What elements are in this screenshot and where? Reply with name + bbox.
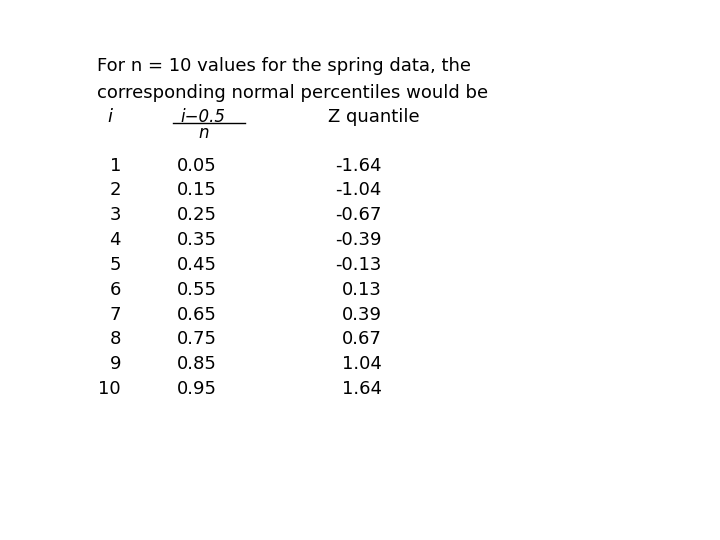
Text: 9: 9 <box>109 355 121 373</box>
Text: 1.04: 1.04 <box>342 355 382 373</box>
Text: 0.25: 0.25 <box>176 206 217 224</box>
Text: -1.64: -1.64 <box>335 157 382 174</box>
Text: 3: 3 <box>109 206 121 224</box>
Text: 0.65: 0.65 <box>176 306 216 323</box>
Text: 0.35: 0.35 <box>176 231 217 249</box>
Text: 0.39: 0.39 <box>341 306 382 323</box>
Text: 1: 1 <box>109 157 121 174</box>
Text: -0.39: -0.39 <box>335 231 382 249</box>
Text: i−0.5: i−0.5 <box>180 108 225 126</box>
Text: 0.67: 0.67 <box>342 330 382 348</box>
Text: 0.13: 0.13 <box>342 281 382 299</box>
Text: n: n <box>199 124 209 142</box>
Text: 2: 2 <box>109 181 121 199</box>
Text: i: i <box>108 108 112 126</box>
Text: 4: 4 <box>109 231 121 249</box>
Text: 0.75: 0.75 <box>176 330 217 348</box>
Text: 6: 6 <box>109 281 121 299</box>
Text: -0.13: -0.13 <box>336 256 382 274</box>
Text: -0.67: -0.67 <box>336 206 382 224</box>
Text: -1.04: -1.04 <box>336 181 382 199</box>
Text: 5: 5 <box>109 256 121 274</box>
Text: corresponding normal percentiles would be: corresponding normal percentiles would b… <box>97 84 488 102</box>
Text: 0.55: 0.55 <box>176 281 217 299</box>
Text: Z quantile: Z quantile <box>328 108 419 126</box>
Text: 10: 10 <box>99 380 121 398</box>
Text: 1.64: 1.64 <box>341 380 382 398</box>
Text: 0.85: 0.85 <box>176 355 216 373</box>
Text: 0.45: 0.45 <box>176 256 217 274</box>
Text: 7: 7 <box>109 306 121 323</box>
Text: 8: 8 <box>109 330 121 348</box>
Text: 0.95: 0.95 <box>176 380 217 398</box>
Text: For n = 10 values for the spring data, the: For n = 10 values for the spring data, t… <box>97 57 471 75</box>
Text: 0.05: 0.05 <box>176 157 216 174</box>
Text: 0.15: 0.15 <box>176 181 216 199</box>
